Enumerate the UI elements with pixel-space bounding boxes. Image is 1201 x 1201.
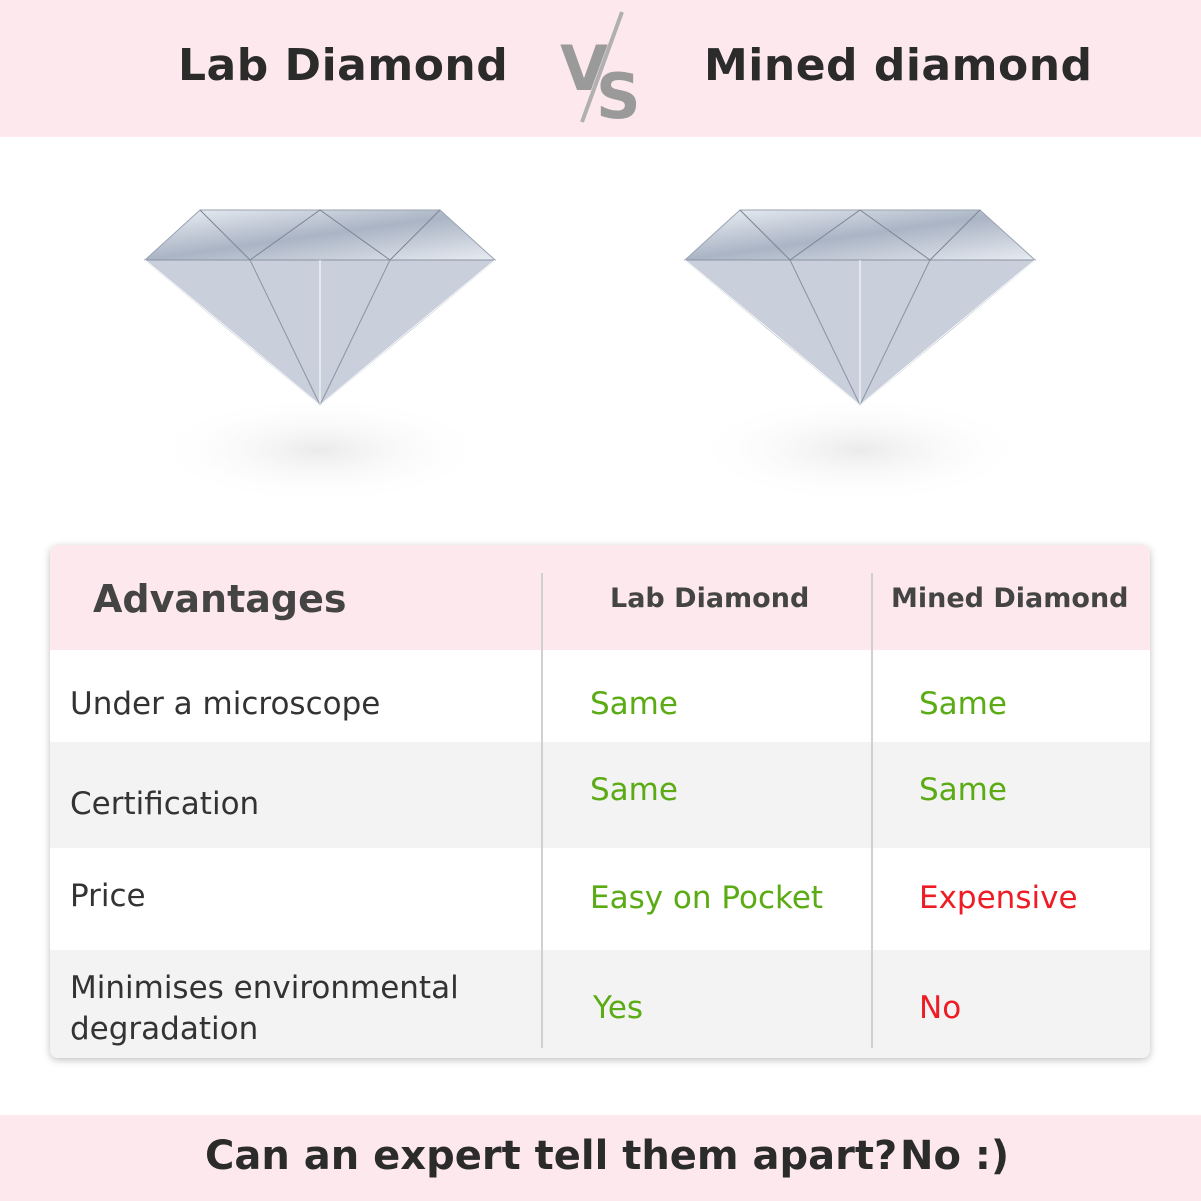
table-row: Minimises environmental degradation Yes … <box>50 950 1150 1058</box>
lab-diamond-title: Lab Diamond <box>178 40 509 91</box>
table-header-row: Advantages Lab Diamond Mined Diamond <box>50 545 1150 650</box>
table-row: Certification Same Same <box>50 742 1150 848</box>
svg-text:S: S <box>596 60 640 125</box>
mined-diamond-title: Mined diamond <box>704 40 1093 91</box>
table-row: Under a microscope Same Same <box>50 650 1150 742</box>
lab-value: Yes <box>593 990 644 1026</box>
lab-value: Same <box>590 686 678 722</box>
lab-diamond-image <box>143 209 497 505</box>
row-label: Price <box>70 878 146 914</box>
row-label: Minimises environmental degradation <box>70 970 459 1047</box>
footer-answer: No :) <box>900 1133 1010 1179</box>
mined-value: Same <box>919 686 1007 722</box>
column-divider <box>541 573 543 1048</box>
mined-value: Expensive <box>919 880 1078 916</box>
mined-value: No <box>919 990 962 1026</box>
vs-logo: V S <box>560 11 640 125</box>
header-lab-diamond: Lab Diamond <box>610 583 810 614</box>
comparison-table: Advantages Lab Diamond Mined Diamond Und… <box>50 545 1150 1058</box>
table-row: Price Easy on Pocket Expensive <box>50 848 1150 950</box>
mined-diamond-image <box>683 209 1037 505</box>
header-band: Lab Diamond V S Mined diamond <box>0 0 1201 137</box>
footer-band <box>0 1115 1201 1201</box>
row-label: Certification <box>70 786 260 822</box>
column-divider <box>871 573 873 1048</box>
lab-value: Same <box>590 772 678 808</box>
row-label: Under a microscope <box>70 686 381 722</box>
header-mined-diamond: Mined Diamond <box>891 583 1129 614</box>
mined-value: Same <box>919 772 1007 808</box>
footer-question: Can an expert tell them apart? <box>205 1133 898 1179</box>
header-advantages: Advantages <box>93 577 347 621</box>
lab-value: Easy on Pocket <box>590 880 824 916</box>
